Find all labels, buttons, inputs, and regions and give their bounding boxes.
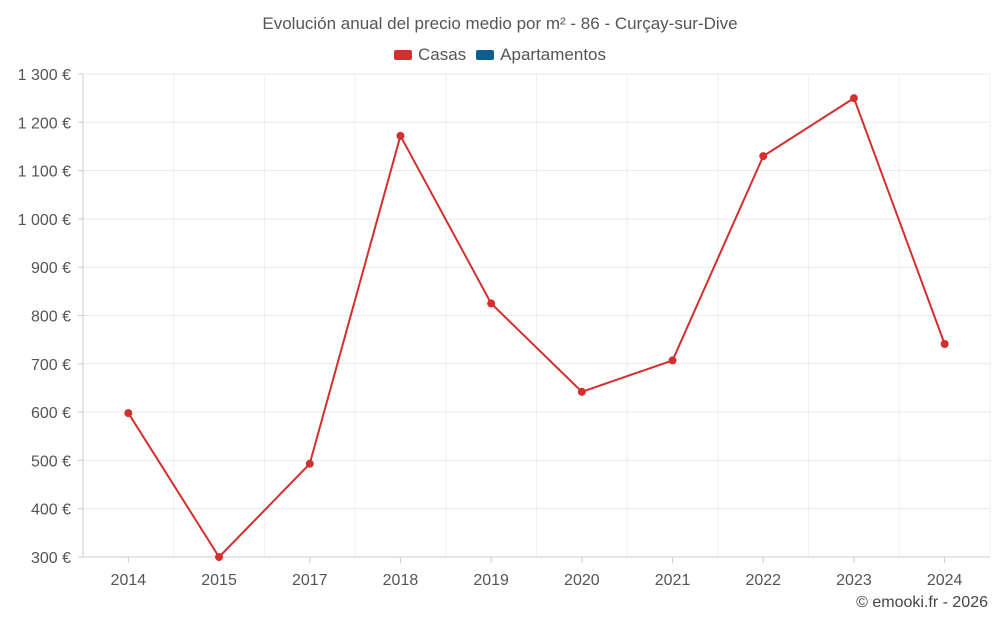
x-tick-label: 2024	[927, 572, 963, 589]
legend-item-apartamentos[interactable]: Apartamentos	[476, 45, 606, 65]
x-tick-label: 2014	[111, 572, 147, 589]
data-point-casas	[940, 339, 949, 348]
data-point-casas	[487, 299, 496, 308]
chart-title: Evolución anual del precio medio por m² …	[262, 14, 738, 33]
x-tick-label: 2021	[655, 572, 691, 589]
y-tick-label: 1 300 €	[18, 67, 71, 84]
y-tick-label: 900 €	[31, 260, 71, 277]
data-point-casas	[215, 553, 224, 561]
data-point-casas	[396, 131, 405, 140]
y-tick-label: 300 €	[31, 550, 71, 567]
y-tick-label: 1 200 €	[18, 115, 71, 132]
y-tick-label: 500 €	[31, 453, 71, 470]
y-tick-label: 400 €	[31, 502, 71, 519]
x-tick-label: 2015	[201, 572, 237, 589]
legend-swatch-casas	[393, 50, 412, 60]
y-tick-label: 800 €	[31, 309, 71, 326]
x-tick-label: 2023	[836, 572, 872, 589]
credit-text: © emooki.fr - 2026	[856, 594, 988, 611]
y-tick-label: 600 €	[31, 405, 71, 422]
legend-swatch-apartamentos	[476, 50, 495, 60]
y-tick-label: 1 000 €	[18, 212, 71, 229]
y-tick-label: 700 €	[31, 357, 71, 374]
x-tick-label: 2018	[383, 572, 419, 589]
series-line-casas	[127, 97, 946, 558]
x-tick-label: 2022	[745, 572, 781, 589]
data-point-casas	[668, 356, 677, 365]
x-tick-label: 2017	[292, 572, 328, 589]
legend-label-casas: Casas	[417, 45, 467, 64]
data-point-casas	[759, 152, 768, 161]
data-point-casas	[577, 387, 586, 396]
data-point-casas	[849, 94, 858, 103]
legend-label-apartamentos: Apartamentos	[500, 45, 607, 64]
data-point-casas	[305, 459, 314, 468]
chart-legend: Casas Apartamentos	[0, 45, 1000, 65]
data-point-casas	[124, 409, 133, 418]
y-tick-label: 1 100 €	[18, 164, 71, 181]
x-tick-label: 2019	[473, 572, 509, 589]
legend-item-casas[interactable]: Casas	[393, 45, 467, 65]
x-tick-label: 2020	[564, 572, 600, 589]
